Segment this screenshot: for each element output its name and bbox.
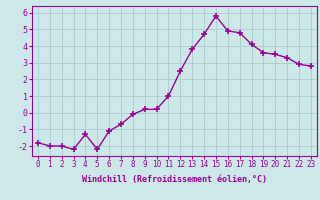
X-axis label: Windchill (Refroidissement éolien,°C): Windchill (Refroidissement éolien,°C) (82, 175, 267, 184)
